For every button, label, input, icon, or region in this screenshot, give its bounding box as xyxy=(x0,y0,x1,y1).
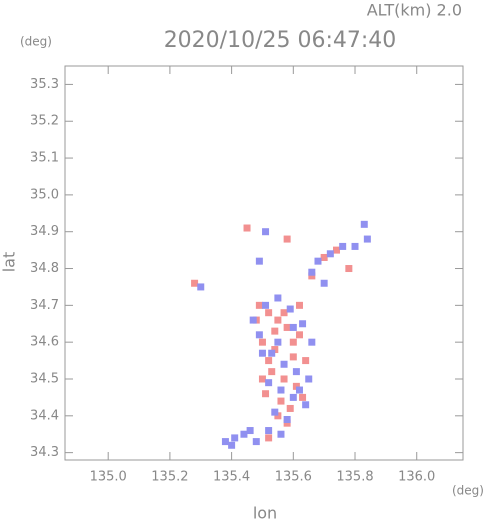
radar-cell xyxy=(360,220,368,228)
y-tick-label: 34.7 xyxy=(30,298,59,313)
y-tick-label: 35.1 xyxy=(30,151,59,166)
radar-cell xyxy=(277,397,285,405)
radar-cell xyxy=(286,305,294,313)
radar-cell xyxy=(255,301,263,309)
radar-cell xyxy=(197,283,205,291)
radar-cell xyxy=(240,430,248,438)
radar-cell xyxy=(221,438,229,446)
radar-cell xyxy=(258,338,266,346)
plot-frame xyxy=(64,65,464,461)
radar-cell xyxy=(274,338,282,346)
radar-cell xyxy=(262,228,270,236)
radar-cell xyxy=(302,357,310,365)
radar-cell xyxy=(262,301,270,309)
y-tick-label: 34.3 xyxy=(30,445,59,460)
radar-cell xyxy=(345,265,353,273)
radar-cell xyxy=(274,316,282,324)
radar-cell xyxy=(339,242,347,250)
radar-cell xyxy=(286,404,294,412)
y-tick-label: 34.5 xyxy=(30,371,59,386)
radar-cell xyxy=(271,346,279,354)
x-axis-label: lon xyxy=(253,504,277,521)
chart-title: 2020/10/25 06:47:40 xyxy=(164,28,397,53)
radar-cell xyxy=(283,235,291,243)
radar-cell xyxy=(326,250,334,258)
radar-cell xyxy=(262,390,270,398)
radar-cell xyxy=(277,386,285,394)
radar-cell xyxy=(320,279,328,287)
radar-cell xyxy=(265,379,273,387)
radar-cell xyxy=(283,415,291,423)
radar-cell xyxy=(228,441,236,449)
x-tick-label: 135.4 xyxy=(213,470,250,485)
radar-cell xyxy=(246,427,254,435)
x-tick-label: 135.6 xyxy=(275,470,312,485)
radar-cell xyxy=(280,309,288,317)
radar-cell xyxy=(292,382,300,390)
radar-cell xyxy=(191,279,199,287)
radar-cell xyxy=(274,294,282,302)
radar-cell xyxy=(351,242,359,250)
radar-cell xyxy=(363,235,371,243)
y-tick-label: 35.2 xyxy=(30,114,59,129)
y-tick-label: 34.4 xyxy=(30,408,59,423)
radar-cell xyxy=(299,393,307,401)
x-tick-label: 135.8 xyxy=(336,470,373,485)
radar-cell xyxy=(271,408,279,416)
radar-cell xyxy=(289,323,297,331)
y-tick-label: 34.6 xyxy=(30,335,59,350)
radar-cell xyxy=(305,375,313,383)
radar-cell xyxy=(308,338,316,346)
radar-cell xyxy=(289,393,297,401)
radar-cell xyxy=(283,323,291,331)
altitude-header: ALT(km) 2.0 xyxy=(367,1,462,20)
radar-cell xyxy=(308,272,316,280)
radar-cell xyxy=(289,338,297,346)
y-tick-label: 34.9 xyxy=(30,224,59,239)
radar-cell xyxy=(255,331,263,339)
radar-cell xyxy=(265,427,273,435)
radar-cell xyxy=(231,434,239,442)
radar-cell xyxy=(295,301,303,309)
x-tick-label: 136.0 xyxy=(398,470,435,485)
radar-cell xyxy=(255,257,263,265)
x-tick-label: 135.0 xyxy=(90,470,127,485)
y-tick-label: 35.3 xyxy=(30,77,59,92)
radar-cell xyxy=(243,224,251,232)
y-axis-label: lat xyxy=(0,252,19,273)
y-tick-label: 34.8 xyxy=(30,261,59,276)
y-unit: (deg) xyxy=(20,35,52,49)
radar-cell xyxy=(280,375,288,383)
radar-cell xyxy=(320,253,328,261)
radar-cell xyxy=(280,360,288,368)
radar-cell xyxy=(277,430,285,438)
radar-cell xyxy=(289,353,297,361)
radar-cell xyxy=(265,434,273,442)
radar-cell xyxy=(292,368,300,376)
radar-cell xyxy=(308,268,316,276)
radar-cell xyxy=(333,246,341,254)
radar-cell xyxy=(274,412,282,420)
radar-cell xyxy=(258,349,266,357)
radar-cell xyxy=(271,327,279,335)
radar-cell xyxy=(299,320,307,328)
radar-cell xyxy=(258,375,266,383)
radar-cell xyxy=(314,257,322,265)
radar-cell xyxy=(295,331,303,339)
radar-cell xyxy=(295,386,303,394)
x-unit: (deg) xyxy=(452,484,484,498)
radar-cell xyxy=(302,401,310,409)
radar-cell xyxy=(268,349,276,357)
radar-cell xyxy=(268,368,276,376)
radar-cell xyxy=(265,309,273,317)
radar-cell xyxy=(265,357,273,365)
x-tick-label: 135.2 xyxy=(151,470,188,485)
radar-cell xyxy=(252,438,260,446)
radar-cell xyxy=(249,316,257,324)
radar-cell xyxy=(283,419,291,427)
y-tick-label: 35.0 xyxy=(30,187,59,202)
